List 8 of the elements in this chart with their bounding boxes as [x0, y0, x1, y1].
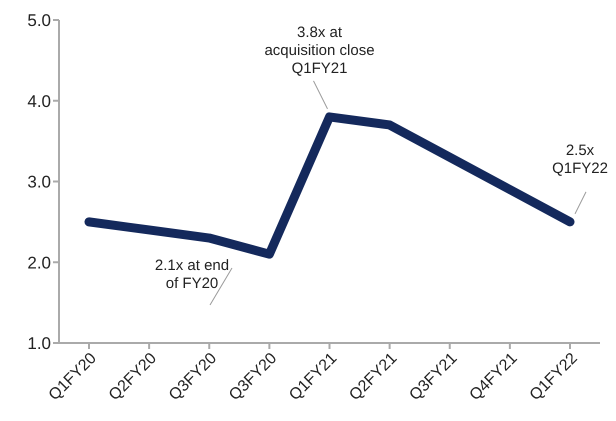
y-tick-label: 4.0: [27, 92, 51, 111]
y-tick-label: 5.0: [27, 11, 51, 30]
y-tick-label: 2.0: [27, 253, 51, 272]
annotation: 3.8x at acquisition close Q1FY21: [264, 24, 375, 77]
annotation: 2.5x Q1FY22: [552, 142, 608, 177]
y-tick-label: 1.0: [27, 334, 51, 354]
y-tick-label: 3.0: [27, 172, 51, 192]
annotation: 2.1x at end of FY20: [154, 257, 230, 292]
